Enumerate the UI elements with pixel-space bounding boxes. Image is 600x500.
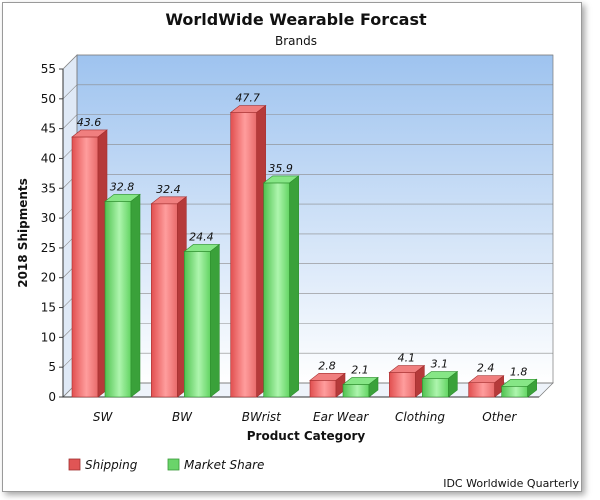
y-tick-label: 20 xyxy=(41,271,56,285)
bar-chart: WorldWide Wearable Forcast Brands 0 5 10 15… xyxy=(16,10,579,490)
data-label-other-market-share: 1.8 xyxy=(510,365,528,378)
y-axis-label: 2018 Shipments xyxy=(16,178,30,288)
bar-side-ear-wear-market-share xyxy=(368,376,379,398)
legend-label-shipping: Shipping xyxy=(85,458,138,472)
data-label-ear-wear-shipping: 2.8 xyxy=(318,359,336,372)
data-label-ear-wear-market-share: 2.1 xyxy=(351,363,369,376)
y-tick-label: 35 xyxy=(41,181,56,195)
bar-side-clothing-market-share xyxy=(448,370,458,398)
legend-swatch-shipping xyxy=(68,458,81,471)
data-label-bwrist-shipping: 47.7 xyxy=(235,92,260,105)
bar-other-market-share xyxy=(501,385,528,398)
y-tick-label: 15 xyxy=(41,301,56,315)
y-tick-label: 40 xyxy=(41,151,56,165)
y-tick-label: 10 xyxy=(41,330,56,344)
chart-subtitle: Brands xyxy=(275,34,317,48)
bar-marks: 43.6 32.8 SW 32.4 24.4 BW 47.7 35.9 BWrist 2.8 2.1… xyxy=(71,92,538,424)
data-label-bwrist-market-share: 35.9 xyxy=(268,162,293,175)
x-tick-label-sw: SW xyxy=(93,410,114,424)
data-label-other-shipping: 2.4 xyxy=(477,362,495,375)
bar-sw-market-share xyxy=(104,201,132,398)
data-label-bw-shipping: 32.4 xyxy=(156,183,181,196)
bar-side-sw-market-share xyxy=(130,193,141,398)
plot-back-wall xyxy=(77,55,553,383)
data-label-clothing-market-share: 3.1 xyxy=(431,358,449,371)
chart-title: WorldWide Wearable Forcast xyxy=(165,10,427,29)
x-tick-label-other: Other xyxy=(482,410,517,424)
bar-ear-wear-market-share xyxy=(342,384,370,398)
y-tick-label: 5 xyxy=(48,360,56,374)
bar-clothing-shipping xyxy=(389,372,416,398)
bar-bw-shipping xyxy=(151,203,178,398)
data-label-sw-shipping: 43.6 xyxy=(77,116,102,129)
bar-bwrist-market-share xyxy=(263,182,290,398)
bar-other-shipping xyxy=(468,382,495,398)
data-label-clothing-shipping: 4.1 xyxy=(398,352,416,365)
x-tick-label-bwrist: BWrist xyxy=(242,410,282,424)
y-tick-label: 55 xyxy=(41,62,56,76)
y-tick-label: 45 xyxy=(41,122,56,136)
bar-side-other-market-share xyxy=(527,378,537,398)
bar-clothing-market-share xyxy=(422,378,449,398)
x-tick-label-ear-wear: Ear Wear xyxy=(313,410,369,424)
legend-swatch-market-share xyxy=(167,458,180,471)
y-tick-label: 0 xyxy=(48,390,56,404)
bar-ear-wear-shipping xyxy=(309,380,337,398)
bar-bw-market-share xyxy=(184,251,211,398)
legend: Shipping Market Share xyxy=(68,458,264,472)
x-axis-label: Product Category xyxy=(247,429,366,443)
source-note: IDC Worldwide Quarterly xyxy=(443,477,579,490)
y-tick-label: 25 xyxy=(41,241,56,255)
x-tick-label-bw: BW xyxy=(172,410,193,424)
y-tick-label: 30 xyxy=(41,211,56,225)
bar-side-bw-market-share xyxy=(210,243,220,398)
data-label-sw-market-share: 32.8 xyxy=(110,180,135,193)
bar-sw-shipping xyxy=(71,136,99,398)
legend-label-market-share: Market Share xyxy=(184,458,264,472)
data-label-bw-market-share: 24.4 xyxy=(189,230,214,243)
bar-bwrist-shipping xyxy=(230,112,257,398)
y-tick-label: 50 xyxy=(41,92,56,106)
x-tick-label-clothing: Clothing xyxy=(395,410,445,424)
chart-frame: WorldWide Wearable Forcast Brands 0 5 10 15… xyxy=(2,2,582,492)
bar-side-bwrist-market-share xyxy=(289,175,299,398)
